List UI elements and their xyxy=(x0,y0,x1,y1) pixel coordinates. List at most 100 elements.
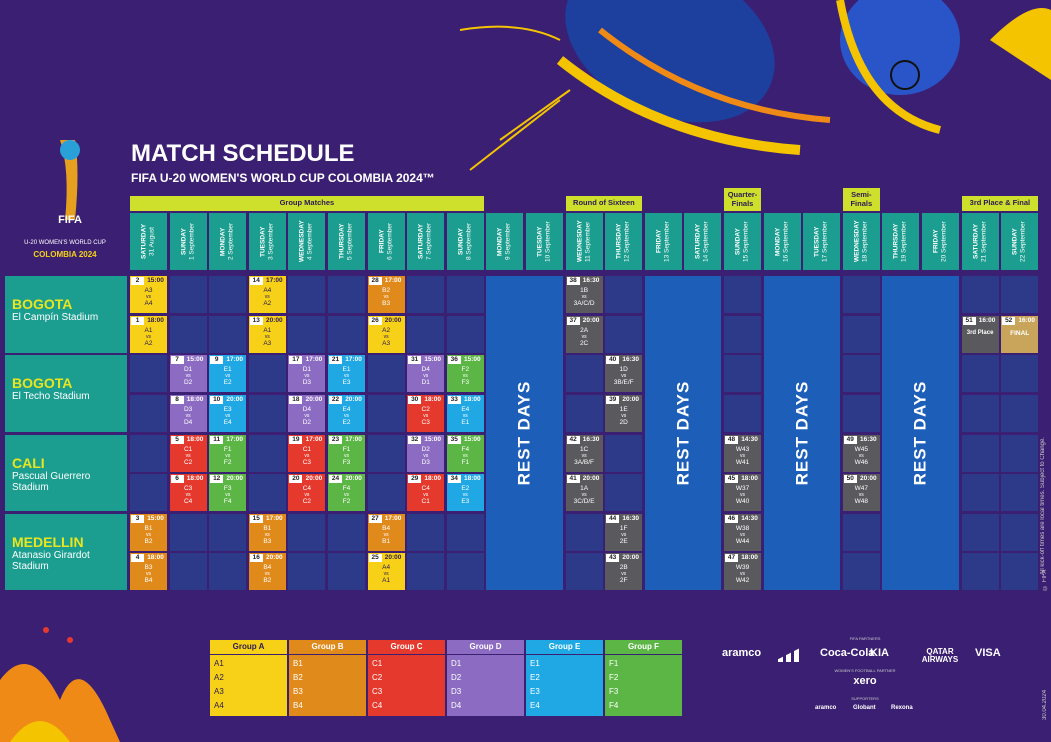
team: C1 xyxy=(183,445,193,453)
team: 1D xyxy=(619,366,628,374)
match-time: 20:00 xyxy=(226,475,243,483)
team: W43 xyxy=(735,445,750,453)
match-time: 17:00 xyxy=(384,277,402,284)
team: A2 xyxy=(263,300,272,307)
match: 45 18:00 W37 vs W40 xyxy=(724,474,761,512)
team: A2 xyxy=(382,326,391,334)
match-number: 5 xyxy=(170,435,184,444)
team: B4 xyxy=(382,524,391,532)
empty-slot xyxy=(842,553,880,591)
match: 16 20:00 B4 vs B2 xyxy=(248,553,286,591)
empty-slot xyxy=(961,553,999,591)
match-time: 20:00 xyxy=(305,395,323,403)
match: 34 18:00 E2 vs E3 xyxy=(446,474,484,512)
vs: vs xyxy=(462,452,468,459)
team: C4 xyxy=(421,485,430,493)
team: 1B xyxy=(580,287,589,294)
team: B2 xyxy=(382,287,391,294)
venue-stadium: El Techo Stadium xyxy=(12,391,90,403)
vs: vs xyxy=(740,571,745,578)
vs: vs xyxy=(423,492,429,499)
match: 44 16:30 1F vs 2E xyxy=(605,513,643,551)
match-time: 18:00 xyxy=(147,316,164,324)
match-time: 20:00 xyxy=(622,554,639,562)
match-label: 3rd Place xyxy=(966,329,994,336)
team: C2 xyxy=(183,458,193,466)
vs: vs xyxy=(621,531,627,538)
empty-slot xyxy=(209,513,247,551)
venue-stadium: Atanasio Girardot Stadium xyxy=(12,549,90,572)
sponsor: Globant xyxy=(853,705,876,711)
match-time: 20:00 xyxy=(265,554,283,562)
team: F4 xyxy=(342,485,351,493)
team: 2E xyxy=(619,537,628,545)
match-number: 24 xyxy=(329,475,342,484)
group-team: A3 xyxy=(214,687,224,696)
match: 39 20:00 1E vs 2D xyxy=(605,394,643,432)
weekday: TUESDAY xyxy=(536,226,544,257)
team: C1 xyxy=(421,498,430,506)
team: F4 xyxy=(461,445,470,453)
team: D4 xyxy=(302,405,312,413)
group-team: C2 xyxy=(372,673,383,682)
team: 3A/B/F xyxy=(574,458,595,466)
vs: vs xyxy=(383,571,389,578)
empty-slot xyxy=(169,315,207,353)
vs: vs xyxy=(264,294,270,300)
vs: vs xyxy=(423,373,429,380)
sponsor-label: WOMEN'S FOOTBALL PARTNER xyxy=(834,668,896,673)
team: 2F xyxy=(619,577,628,585)
day-header: FRIDAY 13 September xyxy=(644,213,682,270)
match: 51 16:00 3rd Place xyxy=(961,315,999,353)
empty-slot xyxy=(209,276,247,313)
vs: vs xyxy=(621,373,627,380)
group-body: E1 E2 E3 E4 xyxy=(526,655,603,716)
empty-slot xyxy=(288,315,326,353)
match-time: 20:00 xyxy=(305,475,323,483)
team: A1 xyxy=(144,326,153,334)
team: C4 xyxy=(183,498,193,506)
match: 7 15:00 D1 vs D2 xyxy=(169,355,207,393)
date: 31 August xyxy=(148,227,156,256)
match-time: 20:00 xyxy=(622,395,639,403)
match-number: 18 xyxy=(289,395,303,404)
empty-slot xyxy=(367,394,405,432)
day-header: FRIDAY 6 September xyxy=(367,213,405,270)
weekday: SUNDAY xyxy=(734,228,742,255)
weekday: TUESDAY xyxy=(259,226,267,257)
team: C2 xyxy=(302,498,312,506)
match-number: 22 xyxy=(329,395,342,404)
match: 49 16:30 W45 vs W46 xyxy=(842,434,880,472)
match-time: 18:00 xyxy=(463,395,481,403)
vs: vs xyxy=(383,531,389,538)
match-time: 17:00 xyxy=(226,356,243,364)
vs: vs xyxy=(185,373,191,380)
vs: vs xyxy=(462,412,468,419)
vs: vs xyxy=(383,294,389,300)
match-number: 34 xyxy=(447,475,461,484)
group-team: F4 xyxy=(609,701,619,710)
venue-city: CALI xyxy=(12,454,45,471)
team: F2 xyxy=(461,366,470,374)
empty-slot xyxy=(367,474,405,512)
match: 47 18:00 W39 vs W42 xyxy=(724,553,761,591)
empty-slot xyxy=(961,394,999,432)
match-time: 15:00 xyxy=(424,435,441,443)
match-number: 40 xyxy=(606,356,620,365)
team: F4 xyxy=(223,498,232,506)
match-time: 20:00 xyxy=(265,316,283,324)
vs: vs xyxy=(344,373,349,380)
group-team: F2 xyxy=(609,673,619,682)
disclaimer: All kick-off times are local times. Subj… xyxy=(1040,437,1046,575)
empty-slot xyxy=(446,315,484,353)
match: 52 16:00 FINAL xyxy=(1001,315,1039,353)
empty-slot xyxy=(605,315,643,353)
vs: vs xyxy=(146,294,151,300)
date: 7 September xyxy=(425,222,433,261)
vs: vs xyxy=(225,373,231,380)
match-number: 19 xyxy=(289,435,303,444)
venue-stadium: Pascual Guerrero Stadium xyxy=(12,470,91,493)
team: E3 xyxy=(342,379,351,387)
group-team: A1 xyxy=(214,659,224,668)
match-time: 15:00 xyxy=(463,356,481,364)
